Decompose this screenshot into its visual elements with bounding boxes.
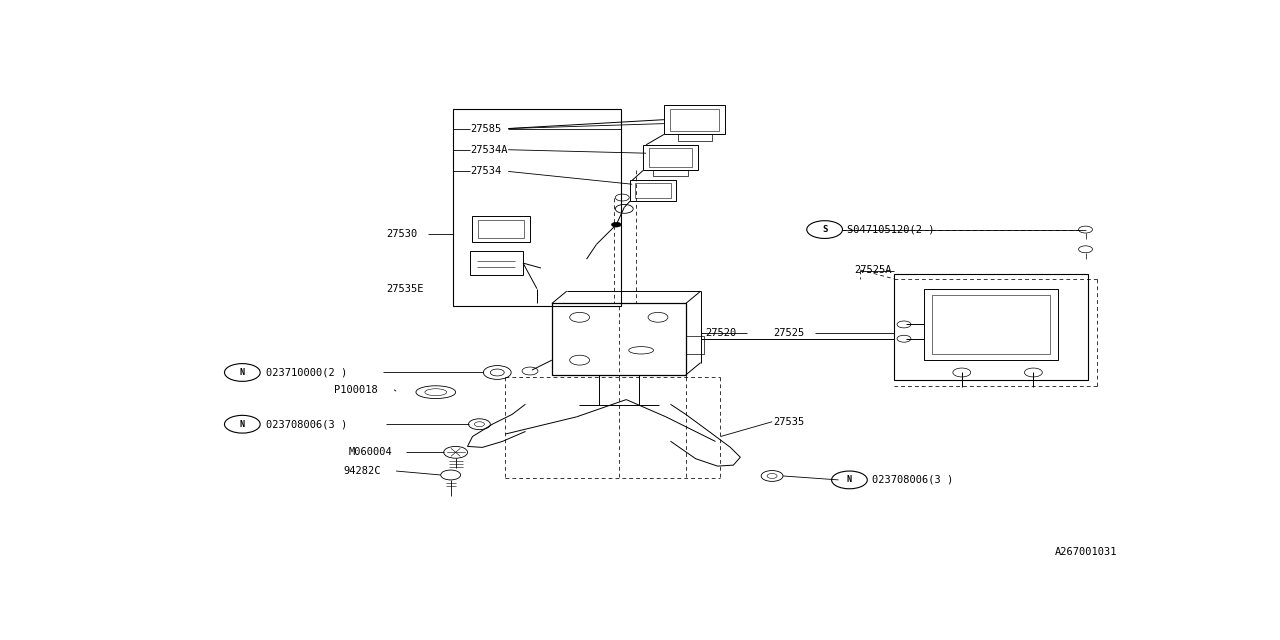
- Bar: [669, 109, 719, 131]
- Bar: [472, 216, 530, 242]
- Circle shape: [612, 222, 621, 227]
- Bar: [552, 303, 686, 375]
- Text: 023708006(3 ): 023708006(3 ): [266, 419, 347, 429]
- Bar: [630, 180, 676, 201]
- Text: 023708006(3 ): 023708006(3 ): [872, 475, 954, 485]
- Text: 27520: 27520: [705, 328, 737, 338]
- Text: N: N: [239, 368, 244, 377]
- Bar: [664, 105, 726, 134]
- Text: N: N: [239, 420, 244, 429]
- Bar: [924, 289, 1057, 360]
- Text: 27530: 27530: [387, 230, 417, 239]
- Text: 27585: 27585: [471, 124, 502, 134]
- Text: N: N: [847, 476, 852, 484]
- Text: S047105120(2 ): S047105120(2 ): [847, 225, 934, 235]
- Bar: [453, 109, 621, 306]
- Text: 27534: 27534: [471, 166, 502, 177]
- Text: S: S: [822, 225, 827, 234]
- Text: 27535: 27535: [773, 417, 804, 427]
- Text: 023710000(2 ): 023710000(2 ): [266, 367, 347, 378]
- Bar: [653, 170, 687, 177]
- Bar: [470, 252, 524, 275]
- Bar: [678, 134, 712, 141]
- Bar: [649, 148, 691, 167]
- Bar: [895, 274, 1088, 380]
- Text: M060004: M060004: [348, 447, 392, 458]
- Text: 27535E: 27535E: [387, 284, 424, 294]
- Bar: [635, 183, 671, 198]
- Text: 27525A: 27525A: [855, 266, 892, 275]
- Bar: [643, 145, 698, 170]
- Text: 27534A: 27534A: [471, 145, 508, 155]
- Text: 94282C: 94282C: [343, 466, 381, 476]
- Text: A267001031: A267001031: [1055, 547, 1117, 557]
- Text: P100018: P100018: [334, 385, 378, 395]
- Text: 27525: 27525: [773, 328, 804, 338]
- Bar: [932, 294, 1050, 355]
- Bar: [479, 220, 524, 239]
- Bar: [686, 335, 704, 353]
